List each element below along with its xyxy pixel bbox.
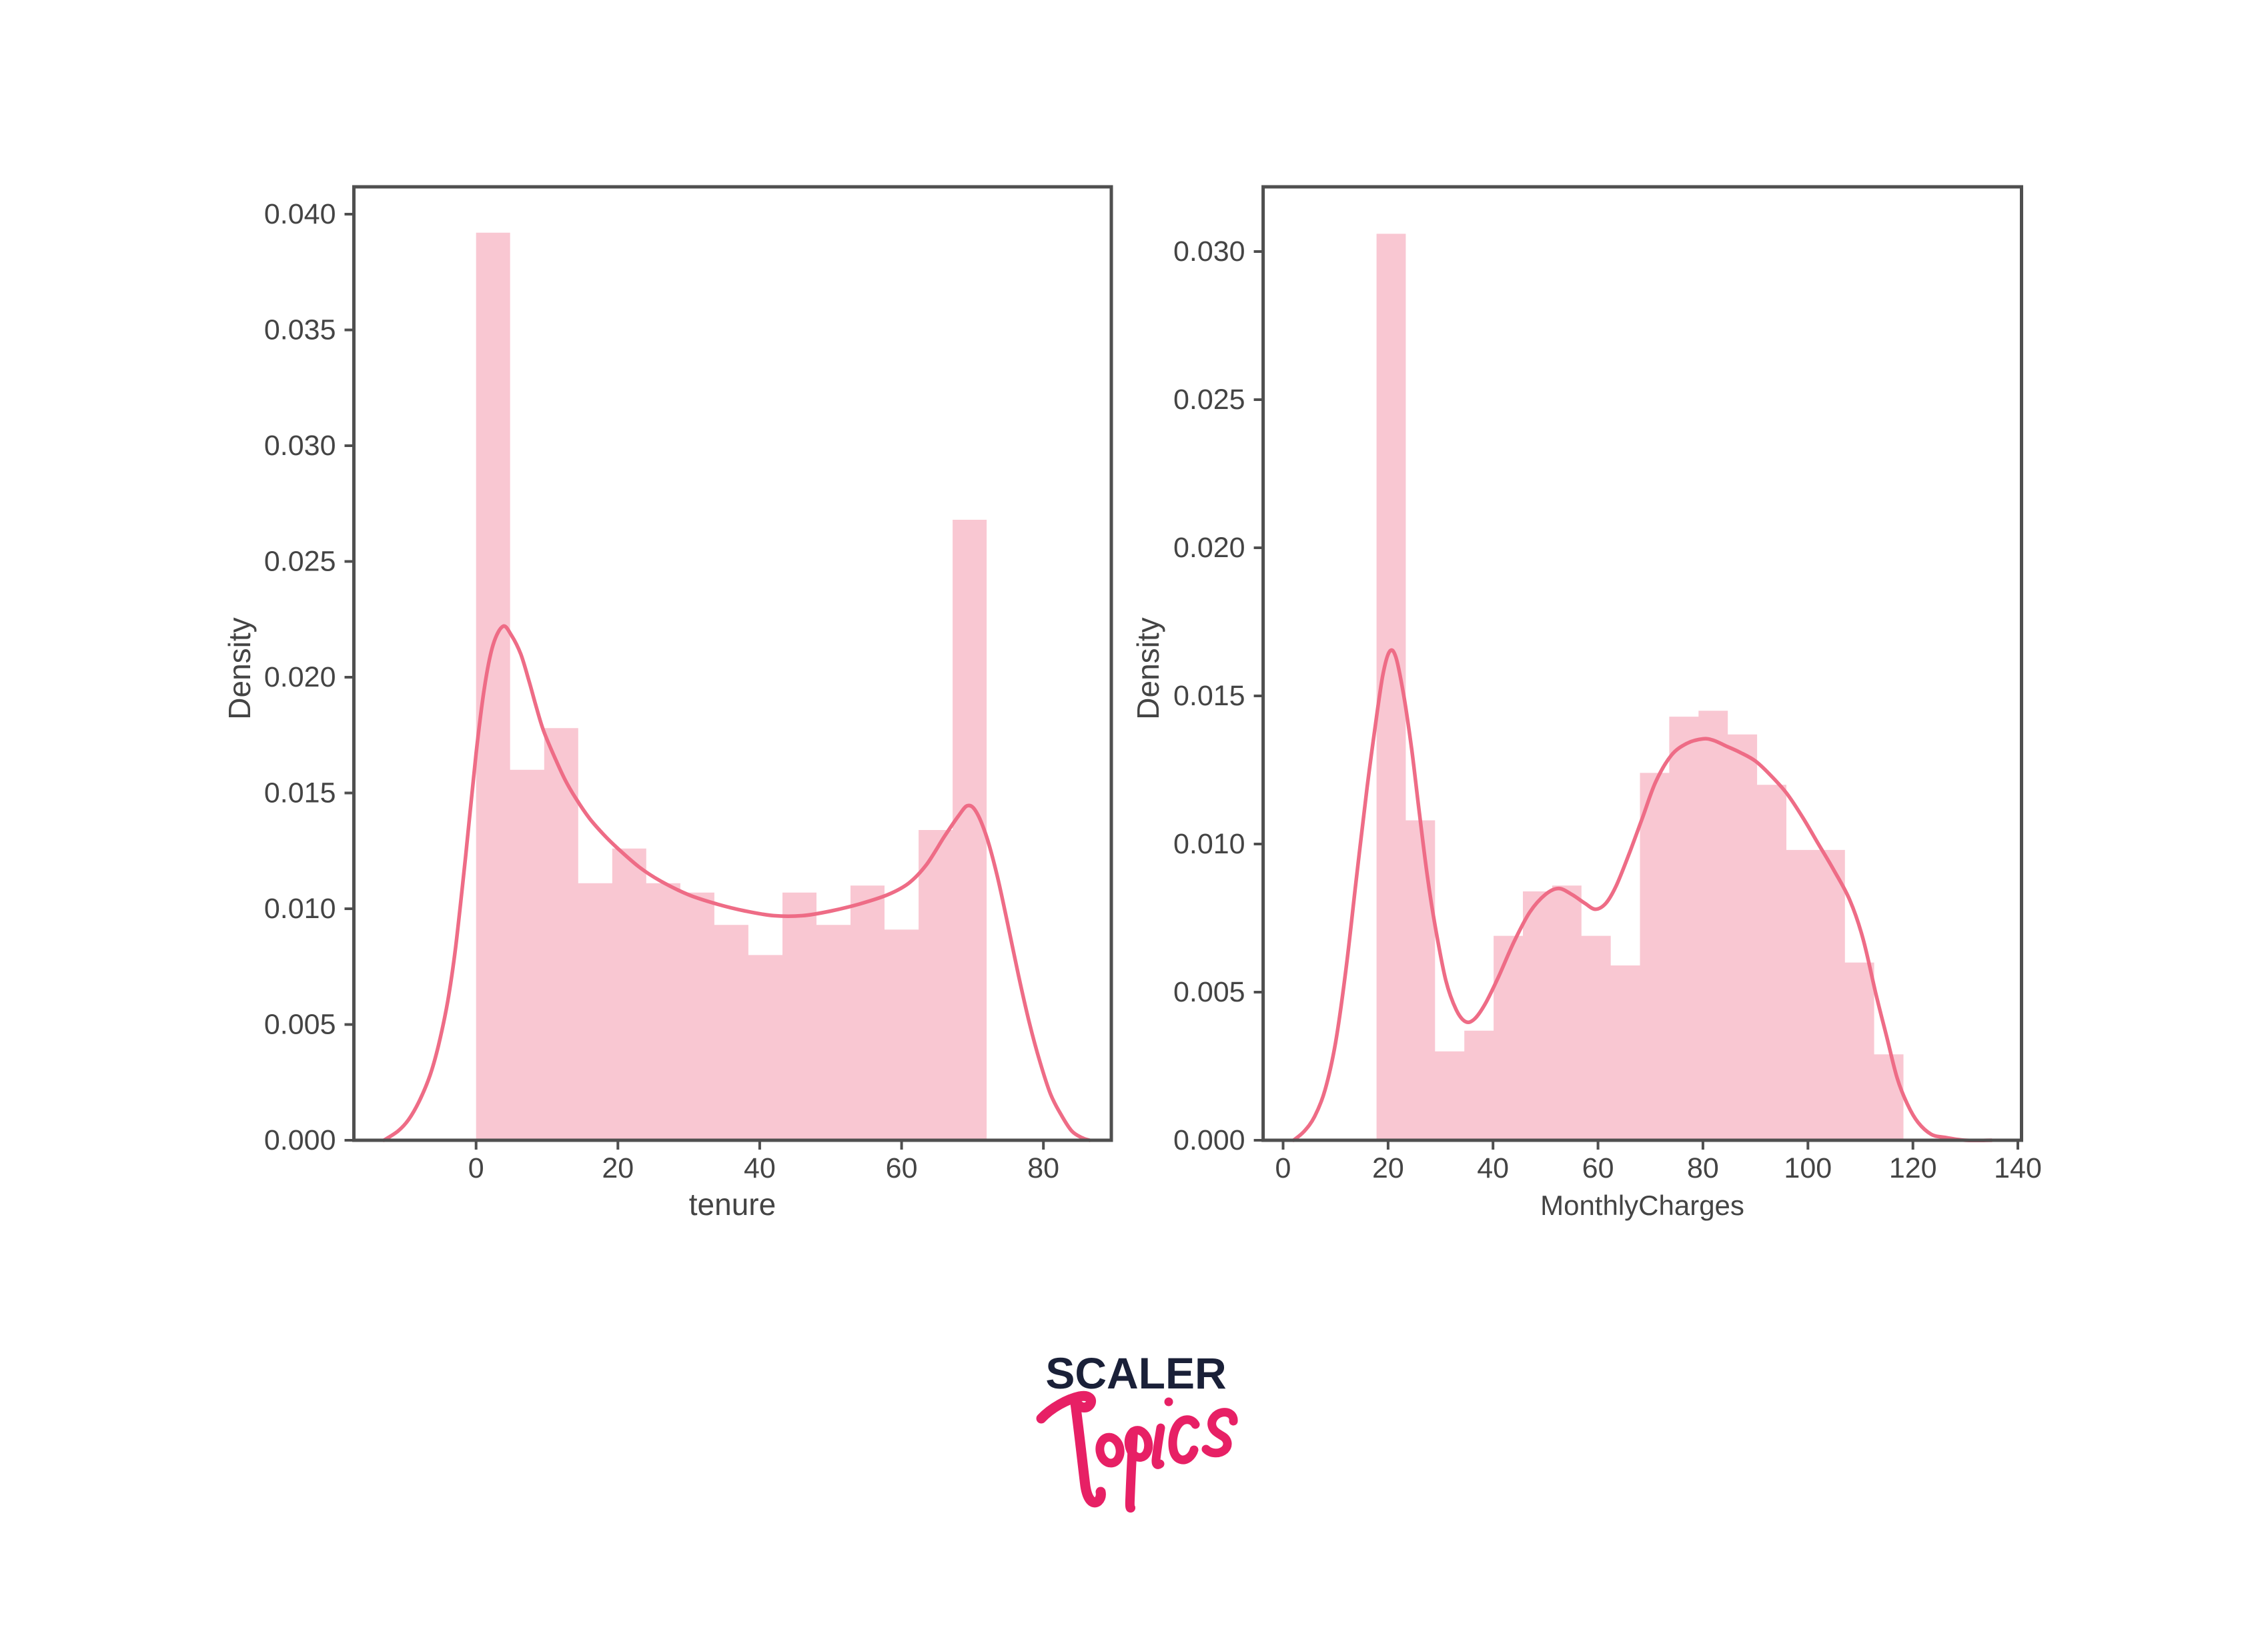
svg-text:0.010: 0.010 [264,893,336,925]
svg-text:120: 120 [1889,1152,1937,1184]
svg-text:80: 80 [1027,1152,1059,1184]
svg-text:tenure: tenure [689,1187,776,1222]
svg-text:80: 80 [1687,1152,1719,1184]
svg-text:0.025: 0.025 [264,546,336,578]
svg-text:0.015: 0.015 [264,777,336,809]
svg-text:0: 0 [468,1152,484,1184]
svg-text:0.025: 0.025 [1173,384,1245,416]
svg-text:0.040: 0.040 [264,198,336,230]
svg-text:0: 0 [1275,1152,1291,1184]
svg-text:140: 140 [1994,1152,2042,1184]
svg-text:0.015: 0.015 [1173,680,1245,712]
svg-text:0.005: 0.005 [1173,976,1245,1008]
svg-text:0.000: 0.000 [264,1124,336,1156]
svg-text:20: 20 [1372,1152,1404,1184]
svg-text:Density: Density [1131,617,1165,719]
svg-text:SCALER: SCALER [1045,1348,1226,1398]
svg-text:0.020: 0.020 [1173,532,1245,564]
svg-text:0.035: 0.035 [264,314,336,346]
svg-text:60: 60 [886,1152,918,1184]
svg-text:0.020: 0.020 [264,661,336,693]
svg-text:0.010: 0.010 [1173,828,1245,860]
svg-text:60: 60 [1582,1152,1614,1184]
svg-text:0.030: 0.030 [264,430,336,462]
svg-text:MonthlyCharges: MonthlyCharges [1540,1190,1744,1221]
svg-text:20: 20 [602,1152,634,1184]
svg-text:40: 40 [1477,1152,1509,1184]
svg-text:0.000: 0.000 [1173,1124,1245,1156]
svg-text:Density: Density [222,617,257,719]
svg-text:100: 100 [1784,1152,1832,1184]
svg-text:0.030: 0.030 [1173,236,1245,268]
svg-text:0.005: 0.005 [264,1009,336,1041]
svg-text:40: 40 [744,1152,776,1184]
